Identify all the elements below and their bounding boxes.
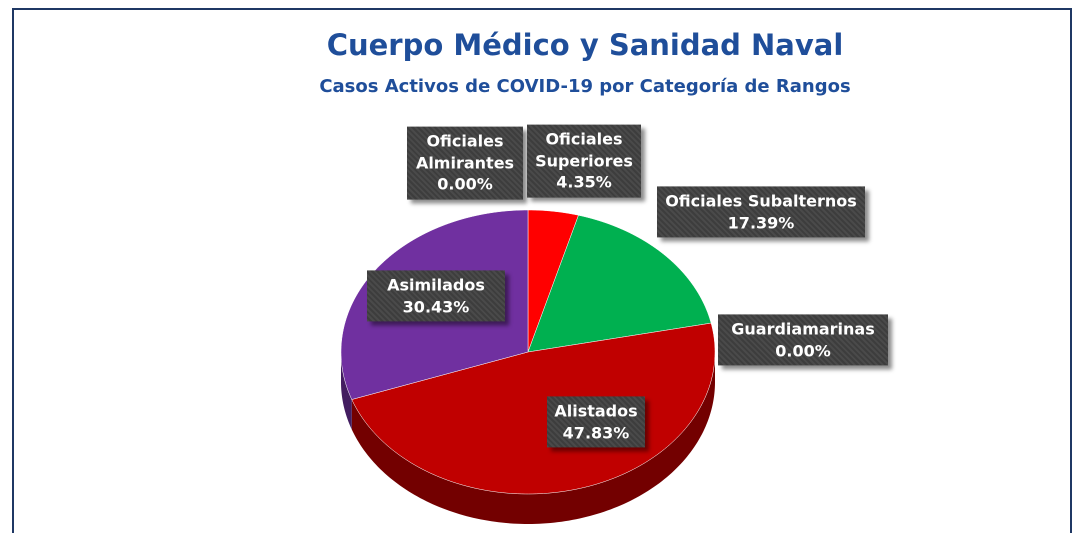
slice-value: 47.83% [562, 423, 630, 442]
data-label: Oficiales Almirantes 0.00% [407, 126, 523, 200]
slice-value: 30.43% [402, 297, 470, 316]
slice-value: 0.00% [775, 341, 831, 360]
slice-side [351, 352, 715, 524]
slice-name: Asimilados [387, 275, 485, 295]
slice [351, 322, 716, 495]
slice-side [341, 352, 352, 430]
data-label: Oficiales Subalternos 17.39% [657, 186, 865, 238]
slice-name: Guardiamarinas [731, 319, 875, 339]
frame [12, 8, 1072, 533]
slice-name: Alistados [554, 401, 638, 421]
data-label: Alistados 47.83% [547, 396, 645, 448]
chart-subtitle: Casos Activos de COVID-19 por Categoría … [319, 76, 851, 97]
data-label: Oficiales Superiores 4.35% [527, 124, 641, 198]
slice [527, 214, 712, 353]
slice-value: 0.00% [437, 174, 493, 194]
slice-value: 17.39% [727, 213, 795, 232]
slice-value: 4.35% [556, 172, 612, 192]
chart-title: Cuerpo Médico y Sanidad Naval [326, 28, 844, 62]
data-label: Guardiamarinas 0.00% [718, 314, 888, 366]
slice [527, 209, 579, 353]
slice-name: Oficiales Subalternos [665, 191, 857, 211]
data-label: Asimilados 30.43% [367, 270, 505, 322]
slice-name: Oficiales Superiores [535, 129, 633, 171]
slice-name: Oficiales Almirantes [415, 131, 515, 173]
